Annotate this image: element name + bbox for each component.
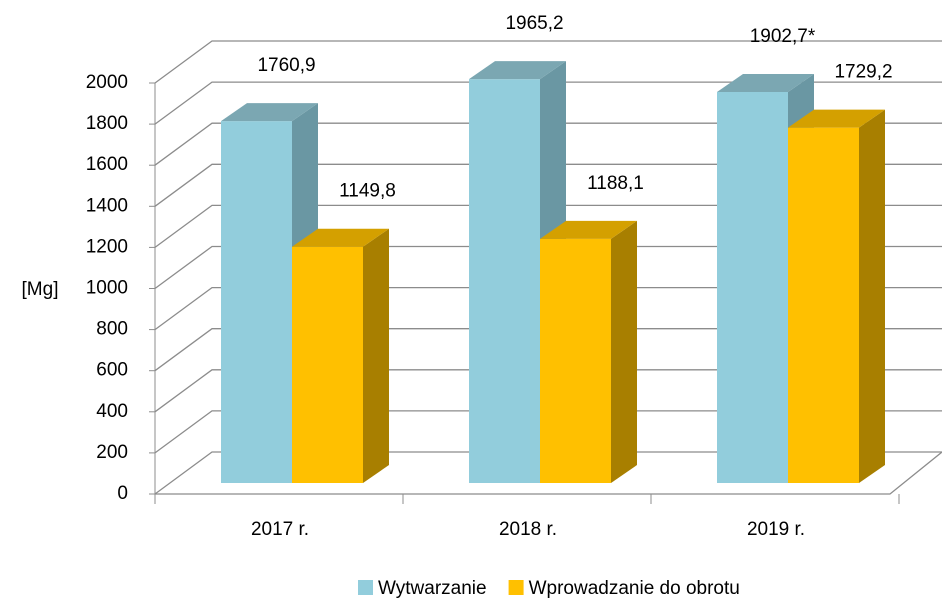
data-label: 1965,2 (505, 13, 563, 34)
bar-side (611, 220, 637, 483)
bar-front (788, 127, 859, 483)
legend-label: Wytwarzanie (378, 578, 487, 599)
y-tick-label: 200 (96, 442, 128, 463)
grid-line (154, 245, 942, 290)
bar-top (717, 73, 814, 92)
data-label: 1149,8 (339, 181, 396, 202)
floor (155, 451, 942, 495)
bar-top (469, 61, 566, 80)
bar-front (469, 79, 540, 483)
legend-swatch (358, 580, 373, 595)
y-tick-label: 400 (96, 401, 128, 422)
y-tick-label: 600 (96, 360, 128, 381)
bar-side (363, 228, 389, 483)
y-tick-label: 0 (117, 483, 128, 504)
grid-line (154, 122, 942, 166)
data-label: 1902,7* (750, 26, 816, 47)
bar-front (221, 121, 292, 484)
bar-front (717, 91, 788, 483)
grid-line (154, 204, 942, 248)
bar-side (859, 109, 885, 483)
y-tick-label: 1800 (86, 113, 128, 134)
bar-top (540, 220, 637, 239)
grid-line (154, 369, 942, 413)
y-axis-label: [Mg] (22, 279, 59, 300)
y-tick-label: 1000 (86, 278, 128, 299)
data-label: 1729,2 (834, 62, 892, 83)
grid-line (154, 81, 942, 125)
grid-line (154, 410, 942, 454)
y-tick-label: 1400 (86, 195, 128, 216)
bar-top (788, 109, 885, 128)
legend-swatch (508, 580, 524, 595)
bar-top (221, 103, 318, 122)
y-tick-label: 1200 (86, 236, 128, 257)
grid-line (154, 328, 942, 372)
grid-line (154, 163, 942, 207)
bar-top (292, 228, 389, 247)
y-tick-label: 1600 (86, 154, 128, 175)
x-tick-label: 2017 r. (251, 519, 309, 540)
data-label: 1760,9 (257, 55, 315, 76)
y-tick-label: 2000 (86, 72, 128, 93)
data-label: 1188,1 (587, 173, 644, 194)
x-tick-label: 2018 r. (499, 519, 557, 540)
grid-line (154, 286, 942, 331)
grid-line (154, 40, 942, 84)
y-tick-label: 800 (96, 319, 128, 340)
bar-front (540, 238, 611, 483)
grid-line (154, 451, 942, 495)
bar-front (292, 246, 363, 483)
legend-label: Wprowadzanie do obrotu (529, 578, 740, 599)
x-tick-label: 2019 r. (747, 519, 805, 540)
